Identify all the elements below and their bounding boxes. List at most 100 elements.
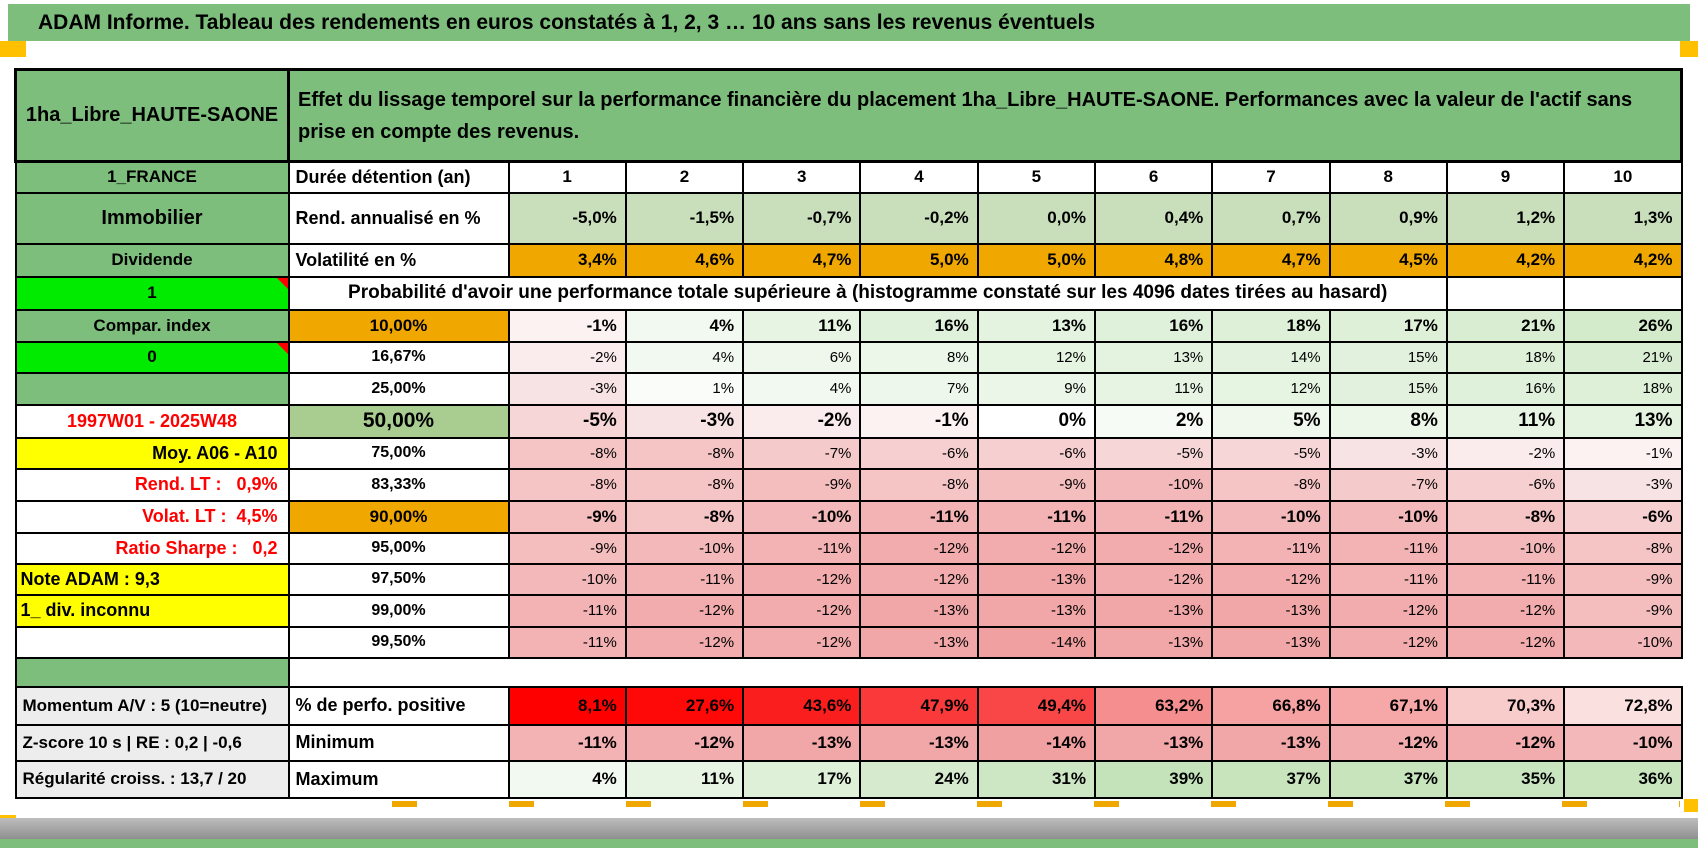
row-header[interactable]: 83,33%: [287, 467, 510, 502]
value-cell[interactable]: 8%: [1328, 403, 1448, 439]
value-cell[interactable]: -10%: [507, 562, 627, 596]
value-cell[interactable]: 0,7%: [1211, 191, 1331, 245]
value-cell[interactable]: 4%: [507, 759, 627, 799]
value-cell[interactable]: -11%: [1328, 562, 1448, 596]
value-cell[interactable]: -8%: [624, 436, 745, 470]
value-cell[interactable]: 4,2%: [1563, 242, 1683, 278]
row-label[interactable]: 1_ div. inconnu: [14, 593, 290, 628]
value-cell[interactable]: 13%: [1093, 340, 1214, 374]
value-cell[interactable]: -6%: [976, 436, 1096, 470]
row-header[interactable]: 10,00%: [287, 308, 510, 343]
value-cell[interactable]: -11%: [976, 499, 1096, 534]
value-cell[interactable]: 4%: [624, 308, 745, 343]
value-cell[interactable]: 15%: [1328, 340, 1448, 374]
value-cell[interactable]: -14%: [976, 625, 1096, 659]
value-cell[interactable]: -9%: [976, 467, 1096, 502]
value-cell[interactable]: 12%: [1211, 371, 1331, 406]
value-cell[interactable]: -12%: [624, 625, 745, 659]
empty-cell[interactable]: [1563, 275, 1683, 311]
value-cell[interactable]: 37%: [1211, 759, 1331, 799]
value-cell[interactable]: 2%: [1093, 403, 1214, 439]
row-label[interactable]: Note ADAM : 9,3: [14, 562, 290, 596]
value-cell[interactable]: -3%: [624, 403, 745, 439]
row-header[interactable]: % de perfo. positive: [287, 685, 510, 726]
value-cell[interactable]: 11%: [1093, 371, 1214, 406]
value-cell[interactable]: 0,4%: [1093, 191, 1214, 245]
row-header[interactable]: 95,00%: [287, 531, 510, 565]
value-cell[interactable]: -9%: [507, 499, 627, 534]
value-cell[interactable]: -8%: [859, 467, 979, 502]
value-cell[interactable]: 1,2%: [1445, 191, 1566, 245]
description-cell[interactable]: Effet du lissage temporel sur la perform…: [287, 68, 1683, 163]
value-cell[interactable]: -8%: [507, 467, 627, 502]
value-cell[interactable]: -11%: [507, 625, 627, 659]
value-cell[interactable]: 4,7%: [1211, 242, 1331, 278]
value-cell[interactable]: 16%: [1445, 371, 1566, 406]
value-cell[interactable]: 13%: [976, 308, 1096, 343]
placement-name-cell[interactable]: 1ha_Libre_HAUTE-SAONE: [14, 68, 290, 163]
value-cell[interactable]: -1,5%: [624, 191, 745, 245]
value-cell[interactable]: 4%: [742, 371, 862, 406]
value-cell[interactable]: -13%: [859, 625, 979, 659]
row-header[interactable]: 25,00%: [287, 371, 510, 406]
value-cell[interactable]: 35%: [1445, 759, 1566, 799]
value-cell[interactable]: -12%: [742, 593, 862, 628]
value-cell[interactable]: -1%: [507, 308, 627, 343]
value-cell[interactable]: 70,3%: [1445, 685, 1566, 726]
row-label[interactable]: 1_FRANCE: [14, 160, 290, 194]
value-cell[interactable]: -13%: [859, 723, 979, 762]
value-cell[interactable]: 8,1%: [507, 685, 627, 726]
value-cell[interactable]: 3,4%: [507, 242, 627, 278]
value-cell[interactable]: -3%: [507, 371, 627, 406]
value-cell[interactable]: 39%: [1093, 759, 1214, 799]
horizontal-scrollbar[interactable]: [0, 818, 1698, 839]
value-cell[interactable]: -13%: [1093, 593, 1214, 628]
value-cell[interactable]: -3%: [1328, 436, 1448, 470]
value-cell[interactable]: -11%: [859, 499, 979, 534]
value-cell[interactable]: 7: [1211, 160, 1331, 194]
value-cell[interactable]: 4%: [624, 340, 745, 374]
value-cell[interactable]: -6%: [859, 436, 979, 470]
value-cell[interactable]: 47,9%: [859, 685, 979, 726]
value-cell[interactable]: -10%: [1445, 531, 1566, 565]
value-cell[interactable]: -11%: [624, 562, 745, 596]
value-cell[interactable]: -13%: [976, 562, 1096, 596]
value-cell[interactable]: 67,1%: [1328, 685, 1448, 726]
probability-header-cell[interactable]: Probabilité d'avoir une performance tota…: [287, 275, 1448, 311]
value-cell[interactable]: -12%: [1445, 593, 1566, 628]
value-cell[interactable]: -11%: [507, 593, 627, 628]
value-cell[interactable]: -2%: [742, 403, 862, 439]
row-header[interactable]: Minimum: [287, 723, 510, 762]
value-cell[interactable]: -8%: [507, 436, 627, 470]
row-label[interactable]: Compar. index: [14, 308, 290, 343]
row-header[interactable]: 16,67%: [287, 340, 510, 374]
value-cell[interactable]: 8%: [859, 340, 979, 374]
value-cell[interactable]: 72,8%: [1563, 685, 1683, 726]
row-header[interactable]: Maximum: [287, 759, 510, 799]
row-label[interactable]: Immobilier: [14, 191, 290, 245]
value-cell[interactable]: -2%: [507, 340, 627, 374]
value-cell[interactable]: -12%: [859, 531, 979, 565]
value-cell[interactable]: 7%: [859, 371, 979, 406]
value-cell[interactable]: 0,0%: [976, 191, 1096, 245]
value-cell[interactable]: -10%: [624, 531, 745, 565]
value-cell[interactable]: 18%: [1445, 340, 1566, 374]
row-label[interactable]: 1997W01 - 2025W48: [14, 403, 290, 439]
value-cell[interactable]: -9%: [1563, 593, 1683, 628]
value-cell[interactable]: 1: [507, 160, 627, 194]
value-cell[interactable]: -9%: [507, 531, 627, 565]
value-cell[interactable]: 27,6%: [624, 685, 745, 726]
value-cell[interactable]: 1%: [624, 371, 745, 406]
value-cell[interactable]: -8%: [624, 499, 745, 534]
value-cell[interactable]: -1%: [1563, 436, 1683, 470]
value-cell[interactable]: -11%: [507, 723, 627, 762]
value-cell[interactable]: 4,5%: [1328, 242, 1448, 278]
value-cell[interactable]: 5,0%: [976, 242, 1096, 278]
value-cell[interactable]: -8%: [1445, 499, 1566, 534]
row-label[interactable]: Dividende: [14, 242, 290, 278]
value-cell[interactable]: 1,3%: [1563, 191, 1683, 245]
value-cell[interactable]: -11%: [1211, 531, 1331, 565]
value-cell[interactable]: 66,8%: [1211, 685, 1331, 726]
row-header[interactable]: Volatilité en %: [287, 242, 510, 278]
value-cell[interactable]: 2: [624, 160, 745, 194]
